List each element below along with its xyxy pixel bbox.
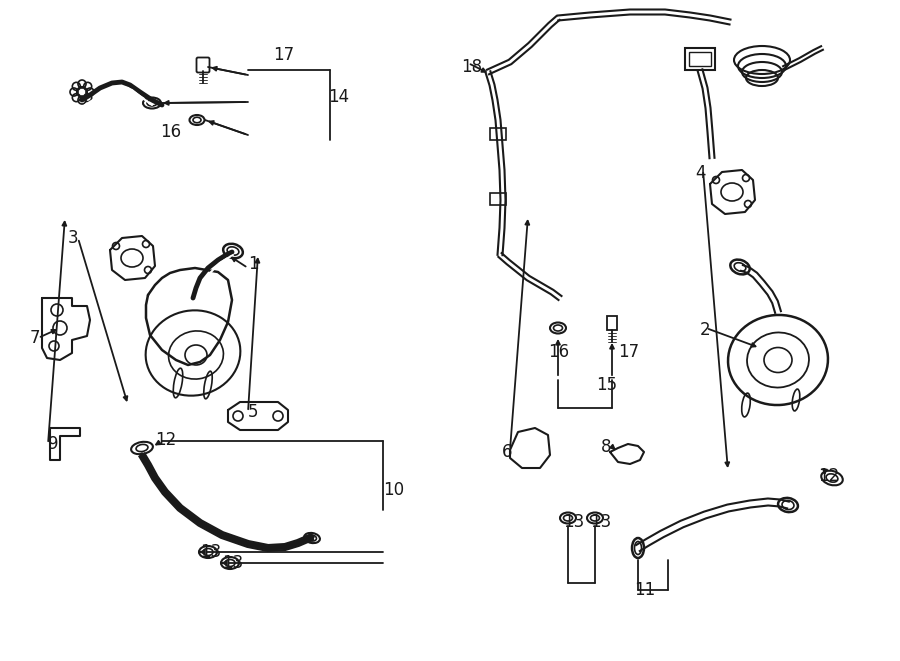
Text: 14: 14: [328, 88, 349, 106]
Text: 6: 6: [502, 443, 512, 461]
Text: 2: 2: [700, 321, 711, 339]
Text: 10: 10: [383, 481, 404, 499]
Text: 16: 16: [548, 343, 569, 361]
Text: 1: 1: [248, 255, 258, 273]
Text: 17: 17: [618, 343, 639, 361]
Text: 13: 13: [200, 543, 221, 561]
Text: 7: 7: [30, 329, 40, 347]
Text: 15: 15: [596, 376, 617, 394]
Text: 16: 16: [160, 123, 181, 141]
Text: 13: 13: [590, 513, 611, 531]
Text: 9: 9: [48, 435, 58, 453]
Text: 11: 11: [634, 581, 655, 599]
Text: 13: 13: [563, 513, 584, 531]
Text: 13: 13: [222, 554, 243, 572]
Text: 5: 5: [248, 403, 258, 421]
Text: 3: 3: [68, 229, 78, 247]
Text: 17: 17: [273, 46, 294, 64]
Text: 4: 4: [695, 164, 706, 182]
Text: 12: 12: [818, 467, 839, 485]
Text: 12: 12: [155, 431, 176, 449]
FancyBboxPatch shape: [196, 58, 210, 73]
Text: 18: 18: [461, 58, 482, 76]
FancyBboxPatch shape: [607, 316, 617, 330]
Text: 8: 8: [601, 438, 611, 456]
